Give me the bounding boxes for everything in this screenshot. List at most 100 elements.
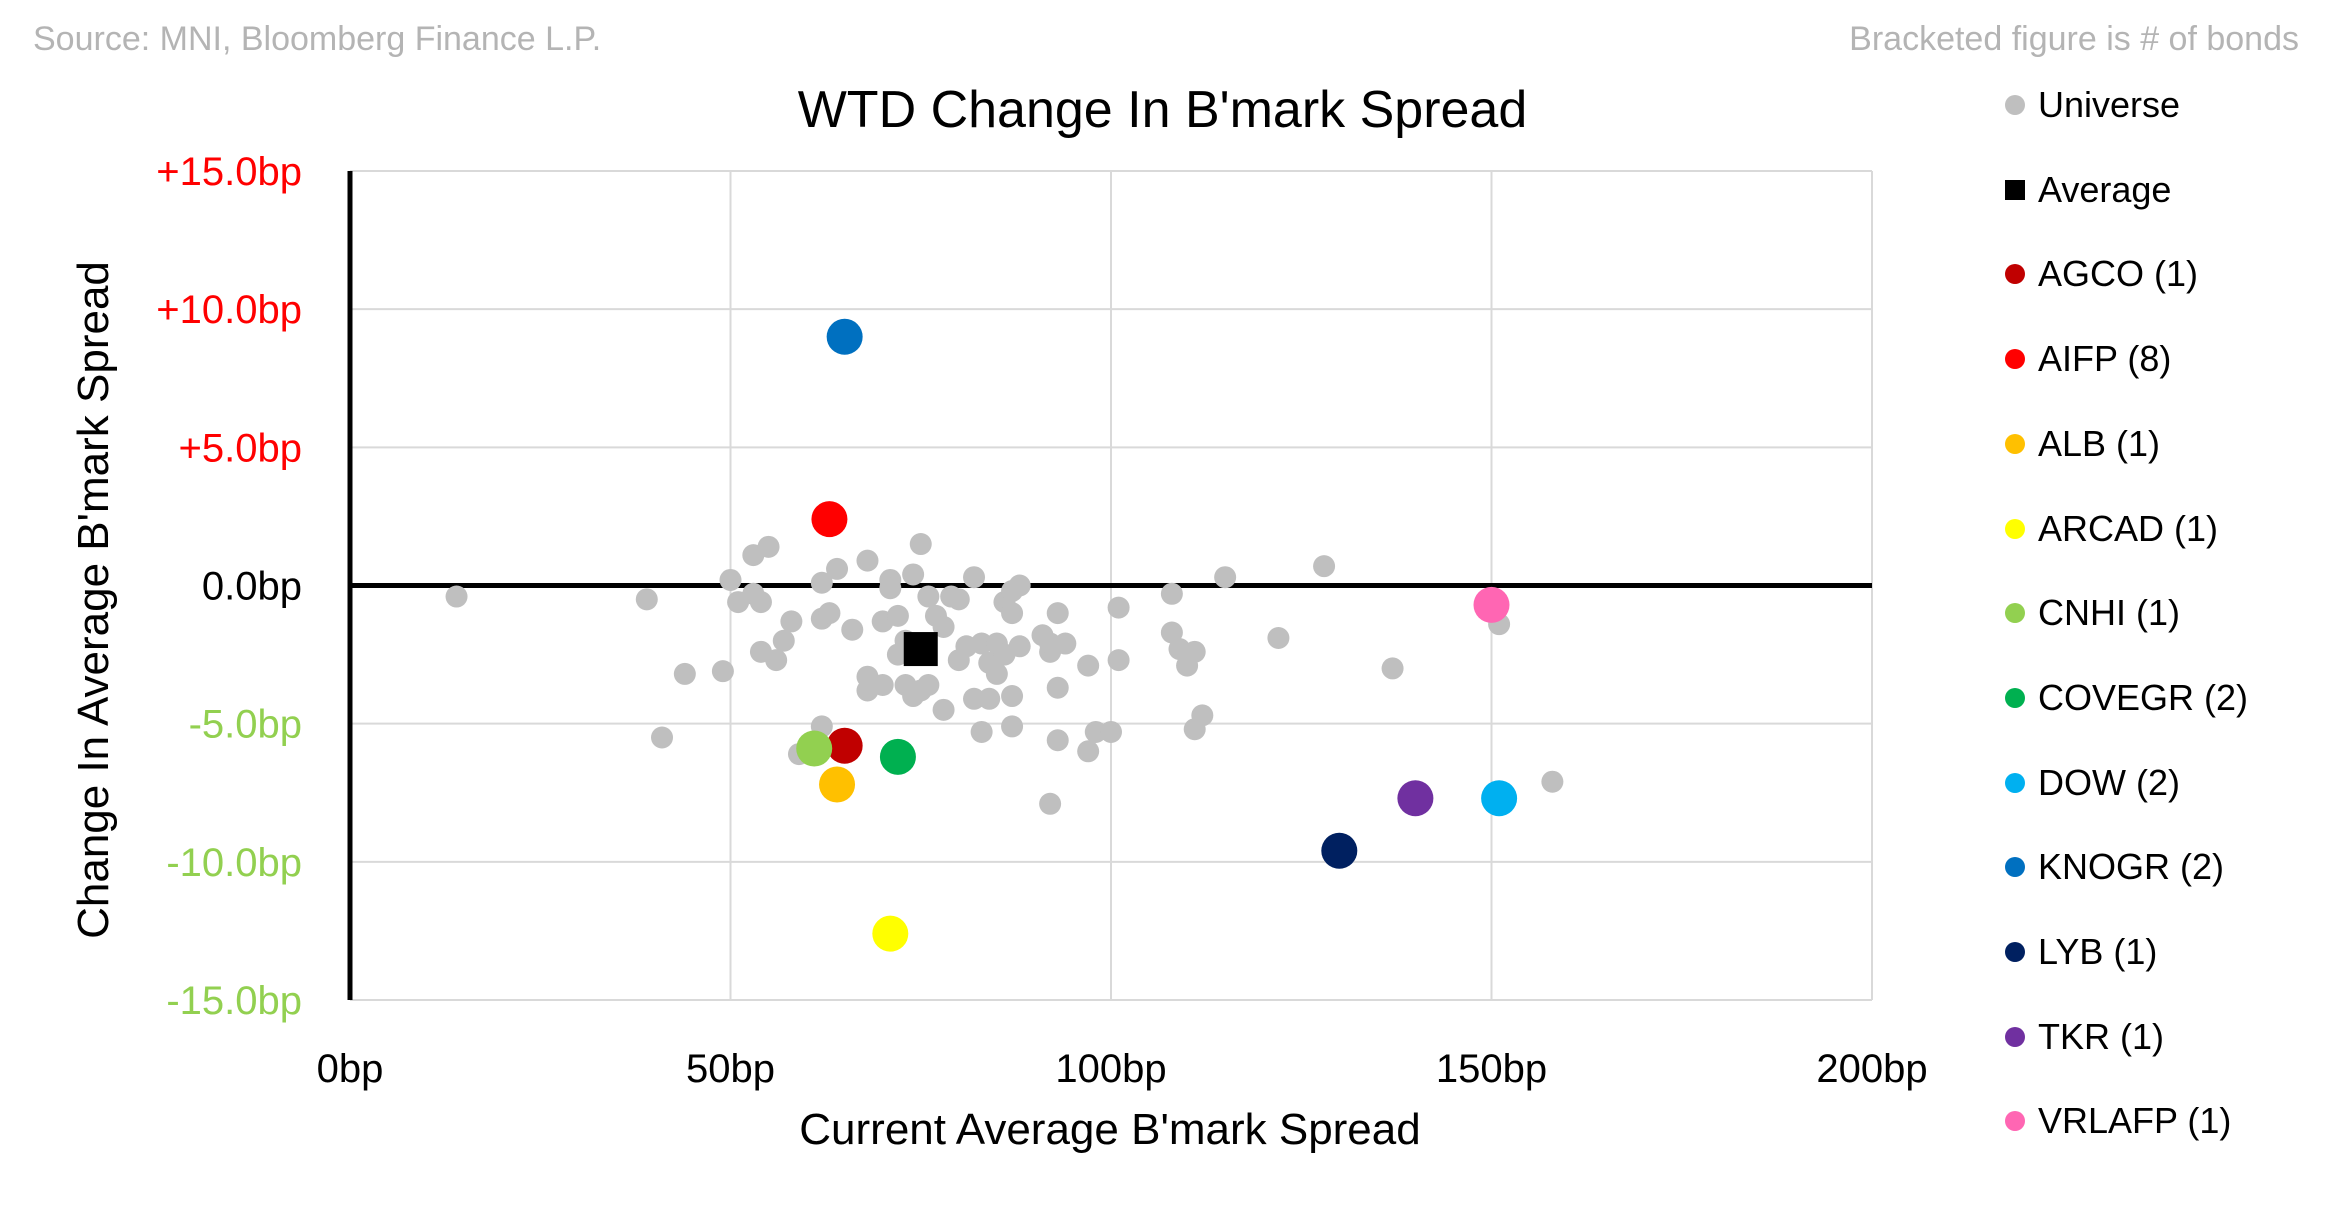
universe-point bbox=[1160, 582, 1183, 605]
legend-label: AIFP (8) bbox=[2038, 338, 2172, 380]
universe-point bbox=[1267, 627, 1290, 650]
universe-point bbox=[917, 585, 940, 608]
legend-label: KNOGR (2) bbox=[2038, 846, 2225, 888]
universe-point bbox=[1001, 685, 1024, 708]
universe-point bbox=[765, 649, 788, 672]
x-tick-label: 0bp bbox=[317, 1047, 384, 1091]
average-point bbox=[903, 632, 938, 667]
universe-point bbox=[810, 571, 833, 594]
legend-marker bbox=[2005, 264, 2025, 285]
x-tick-label: 100bp bbox=[1055, 1047, 1166, 1091]
universe-point bbox=[1054, 632, 1077, 655]
universe-point bbox=[1313, 555, 1336, 578]
legend-label: TKR (1) bbox=[2038, 1015, 2164, 1057]
universe-point bbox=[871, 673, 894, 696]
point-agco bbox=[826, 727, 863, 764]
legend-item: DOW (2) bbox=[2005, 758, 2180, 808]
universe-point bbox=[902, 563, 925, 586]
universe-point bbox=[1214, 566, 1237, 589]
legend-label: COVEGR (2) bbox=[2038, 676, 2249, 718]
universe-point bbox=[651, 726, 674, 749]
universe-point bbox=[1039, 632, 1062, 655]
universe-point bbox=[1183, 640, 1206, 663]
legend-item: TKR (1) bbox=[2005, 1012, 2164, 1062]
universe-point bbox=[1001, 715, 1024, 738]
universe-point bbox=[856, 549, 879, 572]
legend-item: LYB (1) bbox=[2005, 927, 2157, 977]
legend-marker bbox=[2005, 687, 2025, 708]
universe-point bbox=[1191, 704, 1214, 727]
universe-point bbox=[1008, 574, 1031, 597]
universe-point bbox=[1046, 676, 1069, 699]
legend-marker bbox=[2005, 433, 2025, 454]
y-tick-label: +5.0bp bbox=[179, 426, 302, 470]
legend-marker bbox=[2005, 518, 2025, 539]
universe-point bbox=[818, 602, 841, 625]
legend-label: LYB (1) bbox=[2038, 931, 2158, 972]
universe-point bbox=[1046, 602, 1069, 625]
legend-item: Average bbox=[2005, 165, 2171, 215]
x-axis-label: Current Average B'mark Spread bbox=[799, 1105, 1421, 1154]
legend-item: COVEGR (2) bbox=[2005, 673, 2248, 723]
point-lyb bbox=[1321, 832, 1358, 869]
universe-point bbox=[1100, 720, 1122, 743]
y-tick-label: 0.0bp bbox=[202, 565, 302, 609]
chart-title: WTD Change In B'mark Spread bbox=[797, 81, 1528, 139]
y-tick-label: +15.0bp bbox=[156, 150, 302, 194]
universe-point bbox=[1381, 657, 1404, 680]
universe-point bbox=[673, 662, 696, 685]
universe-point bbox=[985, 662, 1008, 685]
universe-point bbox=[879, 577, 902, 600]
legend-item: KNOGR (2) bbox=[2005, 842, 2224, 892]
universe-point bbox=[1077, 654, 1100, 677]
legend-marker bbox=[2005, 772, 2025, 793]
y-tick-label: +10.0bp bbox=[156, 288, 302, 332]
legend-marker bbox=[2005, 1026, 2025, 1047]
universe-point bbox=[757, 535, 780, 558]
universe-point bbox=[711, 660, 734, 683]
universe-point bbox=[970, 720, 993, 743]
legend-label: ARCAD (1) bbox=[2038, 507, 2219, 549]
point-covegr bbox=[879, 738, 916, 775]
point-aifp bbox=[811, 501, 848, 538]
y-tick-label: -5.0bp bbox=[189, 703, 302, 747]
point-dow bbox=[1481, 780, 1518, 817]
x-tick-label: 200bp bbox=[1816, 1047, 1927, 1091]
legend-label: Universe bbox=[2038, 84, 2181, 125]
legend-marker bbox=[2005, 349, 2025, 370]
universe-point bbox=[947, 588, 970, 611]
universe-point bbox=[886, 604, 909, 627]
universe-point bbox=[1001, 602, 1024, 625]
y-tick-label: -15.0bp bbox=[166, 979, 302, 1023]
universe-point bbox=[963, 566, 986, 589]
point-cnhi bbox=[796, 730, 833, 767]
legend-marker bbox=[2005, 95, 2025, 115]
x-tick-label: 50bp bbox=[686, 1047, 775, 1091]
legend-item: ALB (1) bbox=[2005, 419, 2160, 469]
universe-point bbox=[1008, 635, 1031, 658]
universe-point bbox=[749, 591, 772, 614]
legend-item: AIFP (8) bbox=[2005, 334, 2171, 384]
legend-item: VRLAFP (1) bbox=[2005, 1096, 2231, 1146]
universe-point bbox=[719, 568, 742, 591]
universe-point bbox=[978, 687, 1001, 710]
universe-point bbox=[917, 673, 940, 696]
universe-point bbox=[963, 687, 986, 710]
legend-item: AGCO (1) bbox=[2005, 249, 2198, 299]
universe-point bbox=[445, 585, 468, 608]
universe-point bbox=[635, 588, 658, 611]
legend-label: CNHI (1) bbox=[2038, 592, 2180, 634]
universe-point bbox=[780, 610, 803, 633]
legend-marker bbox=[2005, 1111, 2025, 1132]
legend-label: DOW (2) bbox=[2038, 761, 2180, 803]
universe-point bbox=[932, 698, 955, 721]
universe-point bbox=[841, 618, 864, 641]
universe-point bbox=[970, 632, 993, 655]
legend-label: Average bbox=[2038, 168, 2172, 210]
universe-point bbox=[1107, 649, 1130, 672]
universe-point bbox=[1160, 621, 1183, 644]
point-tkr bbox=[1397, 780, 1434, 817]
source-note: Source: MNI, Bloomberg Finance L.P. bbox=[33, 20, 602, 58]
point-alb bbox=[819, 766, 856, 803]
